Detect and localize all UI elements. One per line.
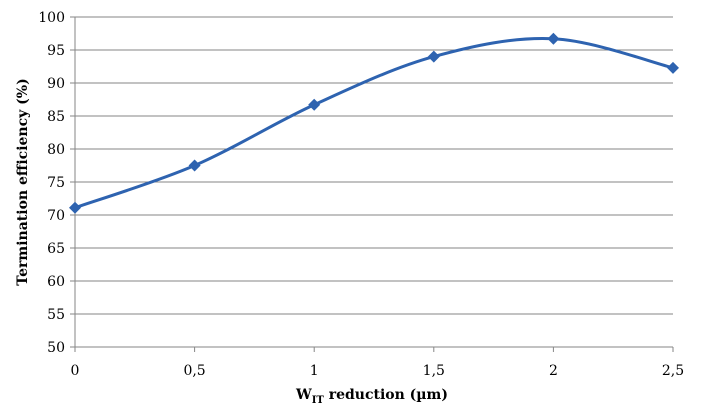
y-tick-labels: 50 55 60 65 70 75 80 85 90 95 100 (38, 10, 65, 356)
y-tick-label: 70 (47, 208, 65, 224)
y-tick-label: 75 (47, 175, 65, 191)
series-group (69, 32, 679, 214)
x-tick-label: 2 (549, 363, 558, 379)
x-tick-labels: 0 0,5 1 1,5 2 2,5 (71, 347, 684, 379)
y-tick-label: 55 (47, 307, 65, 323)
data-point-diamond (308, 98, 321, 111)
x-axis-title: WIT reduction (µm) (295, 387, 448, 406)
y-tick-label: 95 (47, 43, 65, 59)
data-point-diamond (427, 50, 440, 63)
x-tick-label: 2,5 (662, 363, 684, 379)
x-tick-label: 0,5 (183, 363, 205, 379)
y-tick-label: 60 (47, 274, 65, 290)
y-tick-label: 100 (38, 10, 65, 26)
gridlines (70, 16, 673, 348)
y-tick-label: 65 (47, 241, 65, 257)
x-axis-title-rest: reduction (µm) (324, 387, 448, 403)
data-point-diamond (547, 32, 560, 45)
y-tick-label: 90 (47, 76, 65, 92)
axes (74, 17, 673, 348)
data-point-diamond (188, 159, 201, 172)
y-tick-label: 85 (47, 109, 65, 125)
data-point-diamond (667, 61, 679, 74)
series-line (74, 37, 674, 210)
y-axis-title: Termination efficiency (%) (15, 78, 31, 285)
x-tick-label: 1,5 (423, 363, 445, 379)
y-tick-label: 80 (47, 142, 65, 158)
x-axis-title-main: W (295, 387, 312, 403)
x-axis-title-subscript: IT (312, 395, 325, 406)
y-tick-label: 50 (47, 340, 65, 356)
x-tick-label: 1 (310, 363, 319, 379)
x-tick-label: 0 (71, 363, 80, 379)
data-point-diamond (69, 201, 81, 214)
